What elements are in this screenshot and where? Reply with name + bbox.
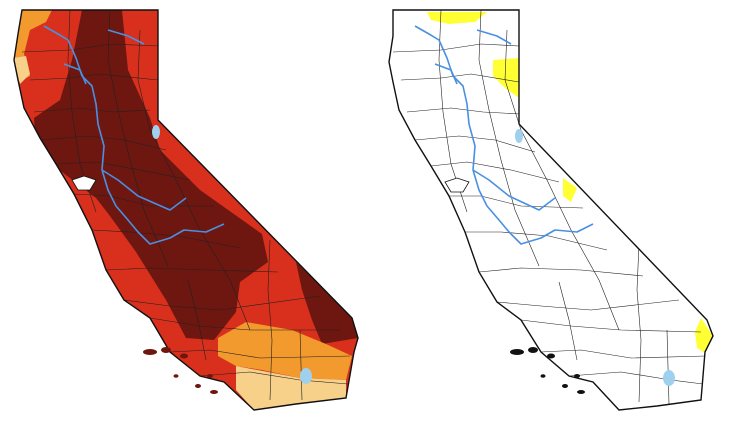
zone-abnormally-dry-north bbox=[427, 12, 487, 24]
zone-moderate-south bbox=[236, 366, 346, 410]
zone-severe-south bbox=[218, 322, 352, 380]
rivers-left bbox=[43, 25, 225, 245]
zone-exceptional-southeast bbox=[296, 262, 358, 344]
channel-islands-left bbox=[143, 347, 218, 394]
map-left-svg bbox=[13, 9, 359, 411]
zone-abnormally-dry-east bbox=[563, 178, 577, 202]
map-right-svg bbox=[388, 9, 714, 411]
california-drought-map-right bbox=[371, 0, 742, 423]
channel-islands-right bbox=[510, 347, 585, 394]
zone-abnormally-dry-northeast bbox=[493, 58, 519, 98]
rivers-right bbox=[414, 25, 594, 245]
state-base-none bbox=[389, 10, 713, 410]
county-lines-right bbox=[392, 10, 706, 405]
state-outline-left bbox=[13, 9, 359, 411]
sf-bay-left bbox=[71, 175, 97, 191]
zone-moderate-northwest bbox=[14, 56, 30, 84]
lake-tahoe-left bbox=[152, 125, 160, 139]
lake-tahoe-right bbox=[515, 129, 523, 143]
zone-exceptional-central bbox=[34, 10, 268, 340]
salton-sea-right bbox=[663, 370, 675, 386]
state-outline-right bbox=[388, 9, 714, 411]
california-drought-map-left bbox=[13, 9, 359, 411]
sf-bay-right bbox=[444, 177, 470, 193]
salton-sea-left bbox=[300, 368, 312, 384]
